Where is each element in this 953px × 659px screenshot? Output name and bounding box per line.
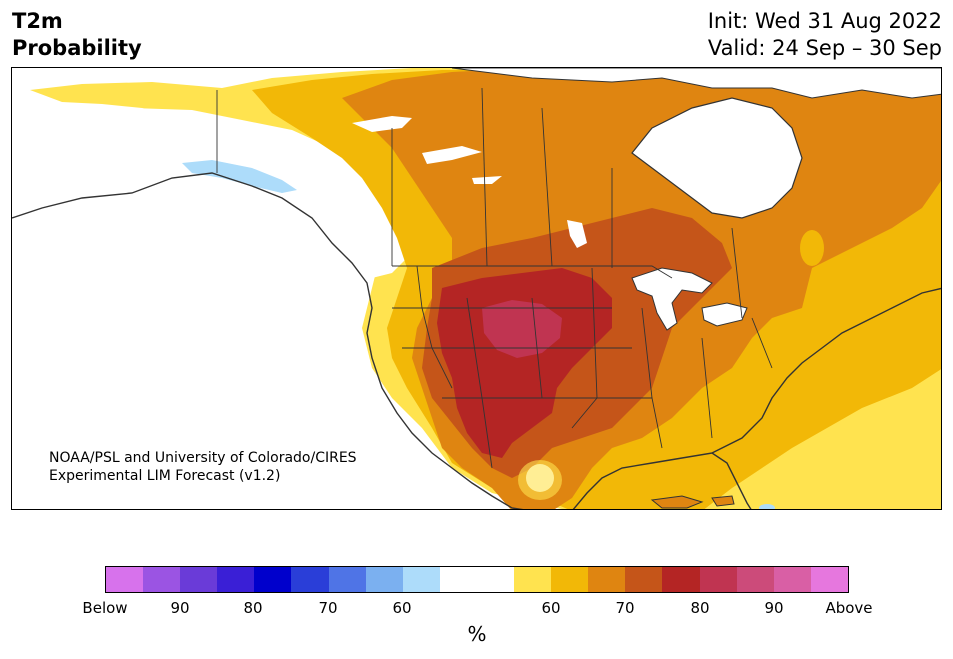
canada-lakes	[352, 116, 587, 248]
title-quantity: Probability	[12, 36, 142, 60]
great-lakes	[631, 267, 748, 331]
hudson-bay	[631, 97, 803, 219]
colorbar-cell	[625, 567, 663, 592]
colorbar-cell	[291, 567, 329, 592]
below-spot-caribbean	[759, 504, 775, 509]
caribbean-islands	[650, 495, 735, 509]
colorbar-unit: %	[467, 622, 487, 646]
valid-dates: Valid: 24 Sep – 30 Sep	[707, 36, 942, 60]
arctic-water	[451, 68, 941, 99]
title-variable: T2m	[12, 9, 63, 33]
colorbar-cell	[736, 567, 774, 592]
colorbar-cell	[439, 567, 477, 592]
colorbar-tick-label: 70	[615, 599, 635, 617]
colorbar-cell	[551, 567, 589, 592]
colorbar-tick-label: 90	[170, 599, 190, 617]
colorbar-cell	[106, 567, 144, 592]
coastline	[12, 172, 941, 509]
colorbar-tick-label: 90	[764, 599, 784, 617]
colorbar-cell	[699, 567, 737, 592]
credit-line-1: NOAA/PSL and University of Colorado/CIRE…	[49, 450, 357, 466]
colorbar-tick-label: 80	[690, 599, 710, 617]
colorbar-cell	[810, 567, 848, 592]
colorbar-tick-label: Below	[82, 599, 128, 617]
colorbar-cell	[514, 567, 552, 592]
colorbar-tick-label: 60	[392, 599, 412, 617]
init-date: Init: Wed 31 Aug 2022	[707, 9, 942, 33]
forecast-map	[11, 67, 942, 510]
colorbar-cell	[365, 567, 403, 592]
colorbar-cell	[476, 567, 515, 592]
neutral-northwest	[12, 98, 407, 278]
colorbar-cell	[254, 567, 292, 592]
region-red	[437, 268, 612, 458]
colorbar	[105, 566, 849, 593]
colorbar-tick-label: 60	[541, 599, 561, 617]
map-title: T2m Probability	[12, 8, 142, 62]
colorbar-cell	[402, 567, 440, 592]
colorbar-cell	[588, 567, 626, 592]
colorbar-cell	[328, 567, 366, 592]
credit-line-2: Experimental LIM Forecast (v1.2)	[49, 468, 281, 484]
colorbar-tick-label: 70	[318, 599, 338, 617]
colorbar-cell	[662, 567, 700, 592]
colorbar-cell	[180, 567, 218, 592]
colorbar-cell	[773, 567, 811, 592]
credit-text: NOAA/PSL and University of Colorado/CIRE…	[49, 449, 357, 485]
colorbar-tick-label: 80	[243, 599, 263, 617]
mexico-yellow-patch	[518, 460, 562, 500]
colorbar-cell	[217, 567, 255, 592]
political-borders	[216, 87, 773, 469]
colorbar-cell	[143, 567, 181, 592]
map-svg	[12, 68, 941, 509]
forecast-dates: Init: Wed 31 Aug 2022 Valid: 24 Sep – 30…	[708, 8, 942, 62]
labrador-gold	[800, 230, 824, 266]
region-magenta	[482, 300, 562, 358]
region-below-light	[182, 160, 297, 193]
colorbar-tick-label: Above	[825, 599, 873, 617]
